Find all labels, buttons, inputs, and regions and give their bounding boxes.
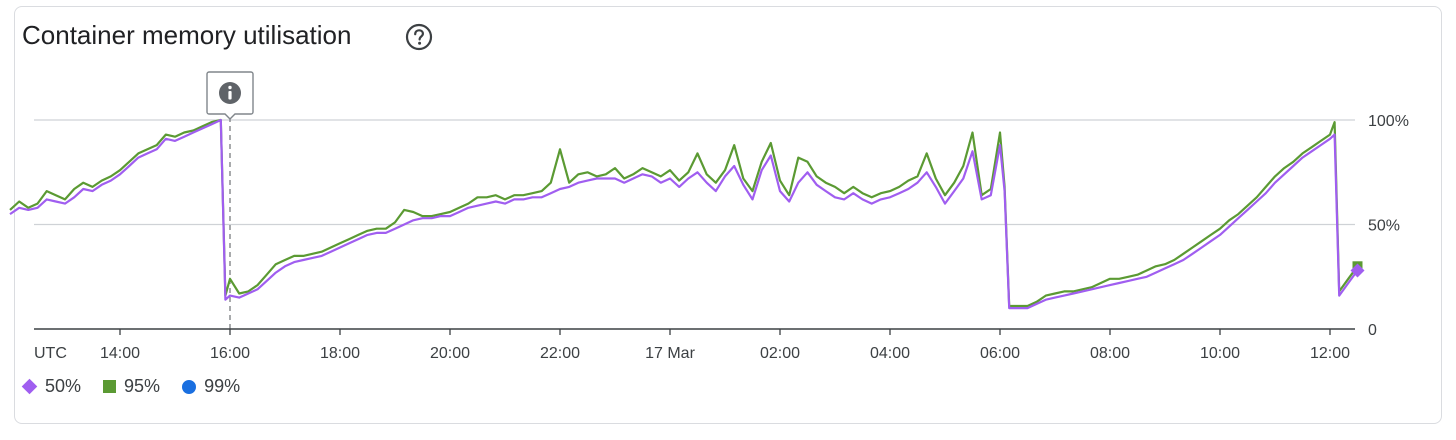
series-line-95 <box>9 118 1359 308</box>
legend-label-99: 99% <box>204 376 241 396</box>
info-icon <box>219 82 241 104</box>
y-tick-label: 100% <box>1368 113 1409 130</box>
x-tick-label: 17 Mar <box>645 345 695 362</box>
x-tick-label: 08:00 <box>1090 345 1130 362</box>
annotation-marker[interactable] <box>206 71 254 329</box>
y-tick-label: 50% <box>1368 218 1400 235</box>
axes: 100% 50% 0 UTC 14:00 16:00 18:00 20:00 22:00 17 M… <box>34 113 1409 362</box>
x-tick-label: 12:00 <box>1310 345 1350 362</box>
x-tick-label: 18:00 <box>320 345 360 362</box>
x-tick-label: 14:00 <box>100 345 140 362</box>
legend-item-50[interactable]: 50% <box>21 376 82 397</box>
help-circle-icon[interactable] <box>404 22 434 52</box>
legend-circle-icon <box>182 379 197 394</box>
series-lines <box>9 118 1365 310</box>
x-tick-label: 10:00 <box>1200 345 1240 362</box>
legend: 50% 95% 99% <box>21 376 240 397</box>
series-end-marker-50 <box>1350 263 1365 278</box>
legend-label-50: 50% <box>45 376 82 396</box>
y-tick-label: 0 <box>1368 322 1377 339</box>
legend-label-95: 95% <box>124 376 161 396</box>
legend-item-99[interactable]: 99% <box>182 376 240 397</box>
legend-item-95[interactable]: 95% <box>103 376 160 397</box>
x-tick-label: 02:00 <box>760 345 800 362</box>
x-tick-label: 06:00 <box>980 345 1020 362</box>
x-tick-label: 20:00 <box>430 345 470 362</box>
x-tick-label: UTC <box>34 345 67 362</box>
series-line-50 <box>9 118 1359 310</box>
x-tick-label: 16:00 <box>210 345 250 362</box>
x-tick-label: 22:00 <box>540 345 580 362</box>
chart-title: Container memory utilisation <box>22 20 352 50</box>
legend-diamond-icon <box>21 378 38 395</box>
grid-lines <box>34 119 1355 226</box>
legend-square-icon <box>103 380 117 393</box>
x-tick-label: 04:00 <box>870 345 910 362</box>
